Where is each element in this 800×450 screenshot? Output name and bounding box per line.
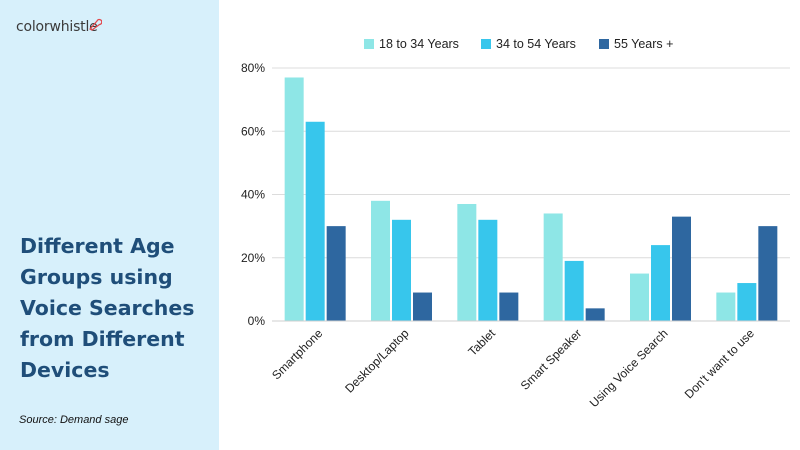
y-tick-label: 20% <box>241 251 265 265</box>
brand-logo: colorwhistle <box>16 19 98 35</box>
legend-swatch <box>364 39 374 49</box>
bar-chart: 0% 20% 40% 60% 80% Smartphone Desktop/Laptop Ta… <box>241 37 790 410</box>
bar <box>564 260 584 321</box>
legend-swatch <box>599 39 609 49</box>
page-title: Different Age Groups using Voice Searche… <box>20 231 215 386</box>
x-tick-label: Smartphone <box>269 326 325 382</box>
source-note: Source: Demand sage <box>19 414 129 426</box>
title-line: from Different <box>20 327 185 351</box>
bar <box>737 283 757 321</box>
x-tick-label: Using Voice Search <box>587 326 671 410</box>
y-tick-label: 0% <box>248 314 266 328</box>
bar <box>284 77 304 321</box>
legend-label: 34 to 54 Years <box>496 37 576 51</box>
bar <box>305 121 325 321</box>
bar <box>392 219 411 321</box>
whistle-icon <box>89 18 102 31</box>
bar <box>499 292 519 321</box>
x-tick-label: Desktop/Laptop <box>342 326 412 396</box>
bar <box>651 245 670 321</box>
y-tick-label: 60% <box>241 124 265 138</box>
title-line: Groups using <box>20 265 173 289</box>
bar <box>326 226 346 321</box>
bar <box>672 216 691 321</box>
title-line: Voice Searches <box>20 296 195 320</box>
y-tick-label: 40% <box>241 188 265 202</box>
title-line: Different Age <box>20 234 175 258</box>
x-tick-label: Tablet <box>465 326 498 359</box>
title-line: Devices <box>20 358 110 382</box>
bar <box>457 203 477 321</box>
bar <box>478 219 498 321</box>
bar <box>758 226 778 321</box>
y-tick-label: 80% <box>241 61 265 75</box>
legend-label: 18 to 34 Years <box>379 37 459 51</box>
x-tick-label: Don't want to use <box>682 326 757 401</box>
legend-label: 55 Years + <box>614 37 673 51</box>
bar <box>371 200 390 321</box>
bar <box>543 213 563 321</box>
bar <box>630 273 649 321</box>
legend-swatch <box>481 39 491 49</box>
bar <box>716 292 736 321</box>
x-tick-label: Smart Speaker <box>518 326 585 393</box>
bar <box>413 292 432 321</box>
bar <box>585 308 605 321</box>
left-panel: colorwhistle Different Age Groups using … <box>0 0 219 450</box>
